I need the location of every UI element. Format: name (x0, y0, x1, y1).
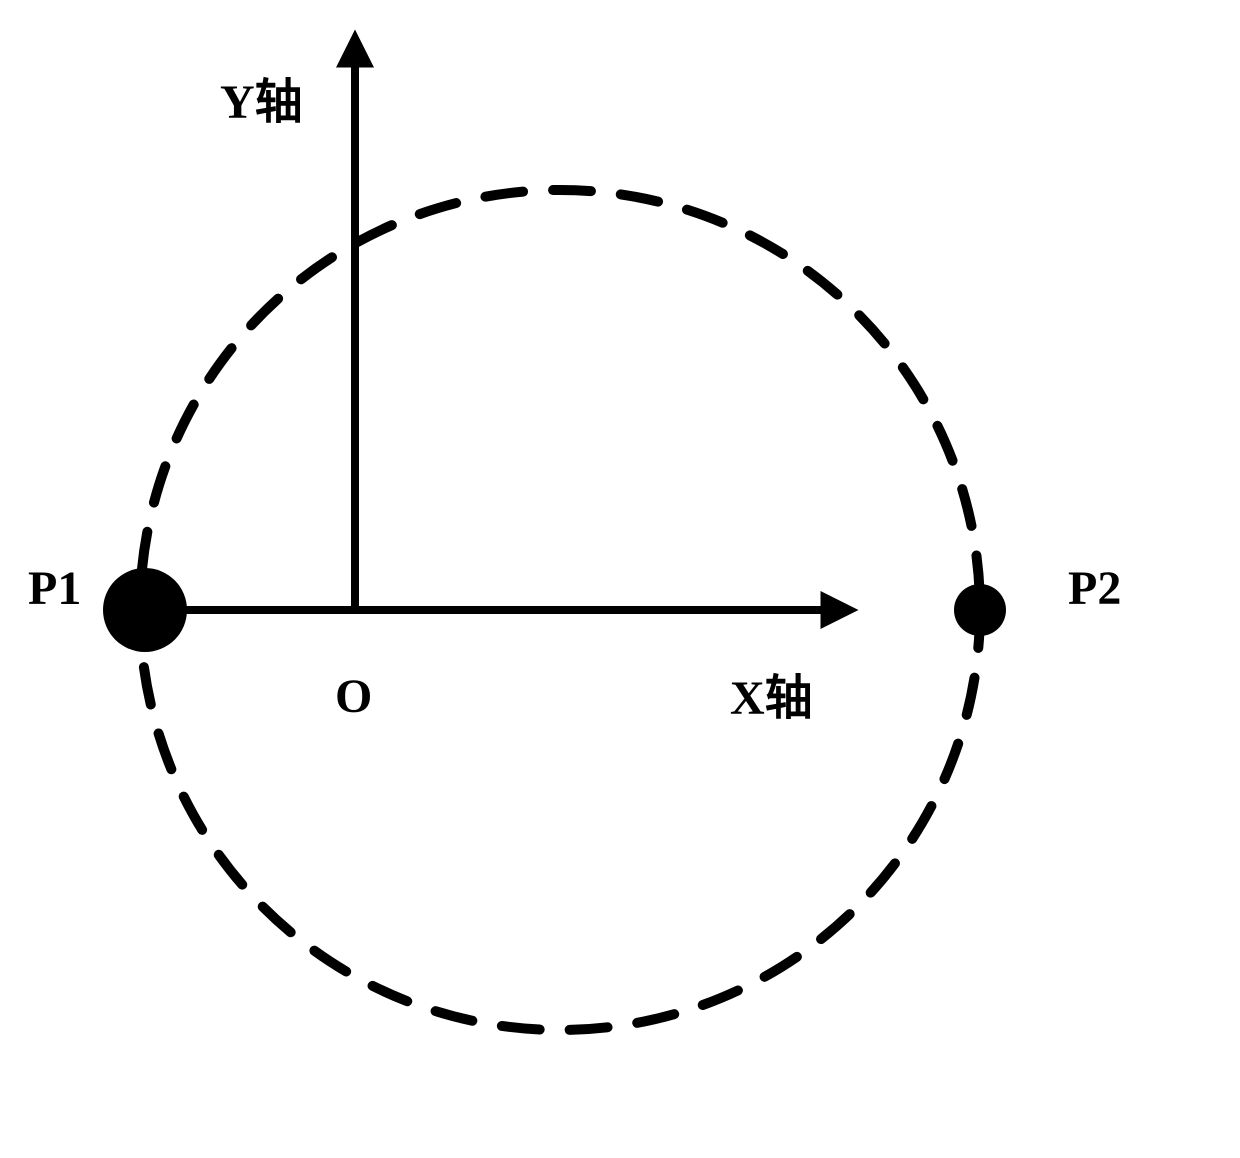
y-axis-label: Y轴 (220, 76, 303, 129)
p1-label: P1 (28, 562, 81, 615)
p2-label: P2 (1068, 562, 1121, 615)
point-p1 (103, 568, 187, 652)
x-axis-label: X轴 (730, 672, 813, 725)
coordinate-diagram: Y轴 X轴 O P1 P2 (0, 0, 1240, 1158)
origin-label: O (335, 670, 372, 723)
point-p2 (954, 584, 1006, 636)
